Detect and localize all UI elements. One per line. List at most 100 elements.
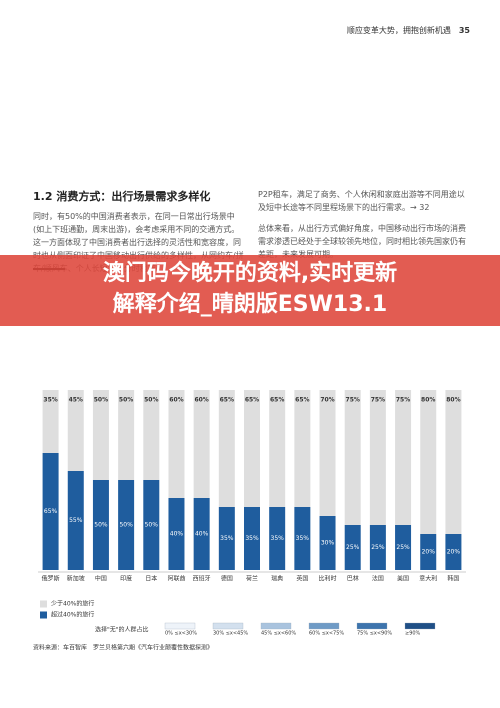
page-number: 35 xyxy=(458,26,470,35)
value-label: 65% xyxy=(295,397,309,404)
running-header: 顺应变革大势，拥抱创新机遇 35 xyxy=(347,25,470,36)
value-label: 35% xyxy=(43,397,57,404)
value-label: 50% xyxy=(144,397,158,404)
x-tick-label: 美国 xyxy=(397,575,409,583)
x-tick-label: 英国 xyxy=(296,575,308,583)
bar-segment xyxy=(92,390,109,480)
bar-segment xyxy=(395,390,412,525)
x-tick-label: 印度 xyxy=(120,575,132,583)
value-label: 40% xyxy=(195,531,209,538)
bar-segment xyxy=(344,525,361,570)
bar-segment xyxy=(143,390,160,480)
banner: 澳门码今晚开的资料,实时更新 解释介绍_晴朗版ESW13.1 xyxy=(0,255,500,326)
source: 资料来源：车百智库 罗兰贝格第六期《汽车行业颠覆性数据探测》 xyxy=(33,644,213,652)
value-label: 25% xyxy=(346,544,360,551)
value-label: 65% xyxy=(245,397,259,404)
value-label: 80% xyxy=(446,397,460,404)
bar-segment xyxy=(319,390,336,516)
value-label: 50% xyxy=(119,522,133,529)
value-label: 55% xyxy=(69,517,83,524)
bar-segment xyxy=(244,390,260,507)
x-tick-label: 法国 xyxy=(372,575,384,583)
value-label: 75% xyxy=(346,397,360,404)
bar-segment xyxy=(319,516,336,570)
bar-segment xyxy=(92,480,109,570)
bar-segment xyxy=(218,507,235,570)
value-label: 75% xyxy=(396,397,410,404)
legend-swatch xyxy=(40,600,47,608)
value-label: 50% xyxy=(94,397,108,404)
x-tick-label: 德国 xyxy=(221,575,233,583)
value-label: 35% xyxy=(245,535,259,542)
bar-segment xyxy=(168,498,185,570)
x-tick-label: 巴林 xyxy=(347,575,359,583)
value-label: 25% xyxy=(371,544,385,551)
scale-label: 0% ≤x<30% xyxy=(165,631,197,637)
bar-segment xyxy=(118,480,135,570)
scale-swatch xyxy=(308,622,340,630)
banner-text: 澳门码今晚开的资料,实时更新 xyxy=(102,261,398,286)
bar-segment xyxy=(193,498,210,570)
value-label: 50% xyxy=(145,522,159,529)
value-label: 25% xyxy=(396,544,410,551)
bar-segment xyxy=(168,390,185,498)
x-tick-label: 荷兰 xyxy=(246,575,258,583)
bar-segment xyxy=(344,390,361,525)
scale-label: 60% ≤x<75% xyxy=(309,631,344,637)
bar-segment xyxy=(244,507,260,570)
value-label: 35% xyxy=(296,535,310,542)
bar-segment xyxy=(369,390,386,525)
value-label: 40% xyxy=(170,531,184,538)
value-label: 35% xyxy=(220,535,234,542)
bar-segment xyxy=(294,390,311,507)
value-label: 60% xyxy=(169,397,183,404)
paragraph: 总体来看，从出行方式偏好角度，中国移动出行市场的消费需求渗透已经处于全球较领先地… xyxy=(258,224,466,259)
value-label: 50% xyxy=(119,397,133,404)
bar-segment xyxy=(369,525,386,570)
scale-swatch xyxy=(260,622,292,630)
legend-label: 超过40%的旅行 xyxy=(51,611,94,619)
x-tick-label: 瑞典 xyxy=(271,575,283,583)
scale-swatch xyxy=(212,622,244,630)
scale-swatch xyxy=(356,622,388,630)
x-tick-label: 阿联酋 xyxy=(167,575,185,583)
bar-segment xyxy=(118,390,135,480)
legend-swatch xyxy=(40,611,47,619)
legend-label: 少于40%的旅行 xyxy=(51,600,94,608)
value-label: 20% xyxy=(422,549,436,556)
bar-segment xyxy=(42,390,59,453)
bar-segment xyxy=(445,390,462,534)
bar-segment xyxy=(294,507,311,570)
x-tick-label: 意大利 xyxy=(419,575,437,583)
value-label: 30% xyxy=(321,540,335,547)
scale-swatch xyxy=(164,622,196,630)
value-label: 35% xyxy=(271,535,285,542)
value-label: 75% xyxy=(371,397,385,404)
bar-segment xyxy=(67,471,84,570)
running-title: 顺应变革大势，拥抱创新机遇 xyxy=(346,26,451,35)
x-tick-label: 俄罗斯 xyxy=(42,575,60,583)
value-label: 60% xyxy=(194,397,208,404)
bar-segment xyxy=(143,480,160,570)
scale-swatch xyxy=(404,622,436,630)
x-tick-label: 日本 xyxy=(145,575,157,583)
value-label: 70% xyxy=(320,397,334,404)
bar-segment xyxy=(420,534,437,570)
x-tick-label: 中国 xyxy=(95,575,107,583)
bar-segment xyxy=(42,453,59,570)
scale-label: 45% ≤x<60% xyxy=(261,631,296,637)
value-label: 65% xyxy=(44,508,58,515)
scale-label: 75% ≤x<90% xyxy=(357,631,392,637)
bar-segment xyxy=(395,525,412,570)
paragraph: P2P租车，满足了商务、个人休闲和家庭出游等不同用途以及短中长途等不同里程场景下… xyxy=(258,190,465,212)
banner-text: 解释介绍_晴朗版ESW13.1 xyxy=(112,292,388,317)
bar-segment xyxy=(269,507,286,570)
bar-segment xyxy=(445,534,462,570)
value-label: 65% xyxy=(220,397,234,404)
value-label: 45% xyxy=(69,397,83,404)
x-tick-label: 新加坡 xyxy=(67,575,85,583)
bar-segment xyxy=(218,390,235,507)
x-tick-label: 西班牙 xyxy=(193,575,211,583)
